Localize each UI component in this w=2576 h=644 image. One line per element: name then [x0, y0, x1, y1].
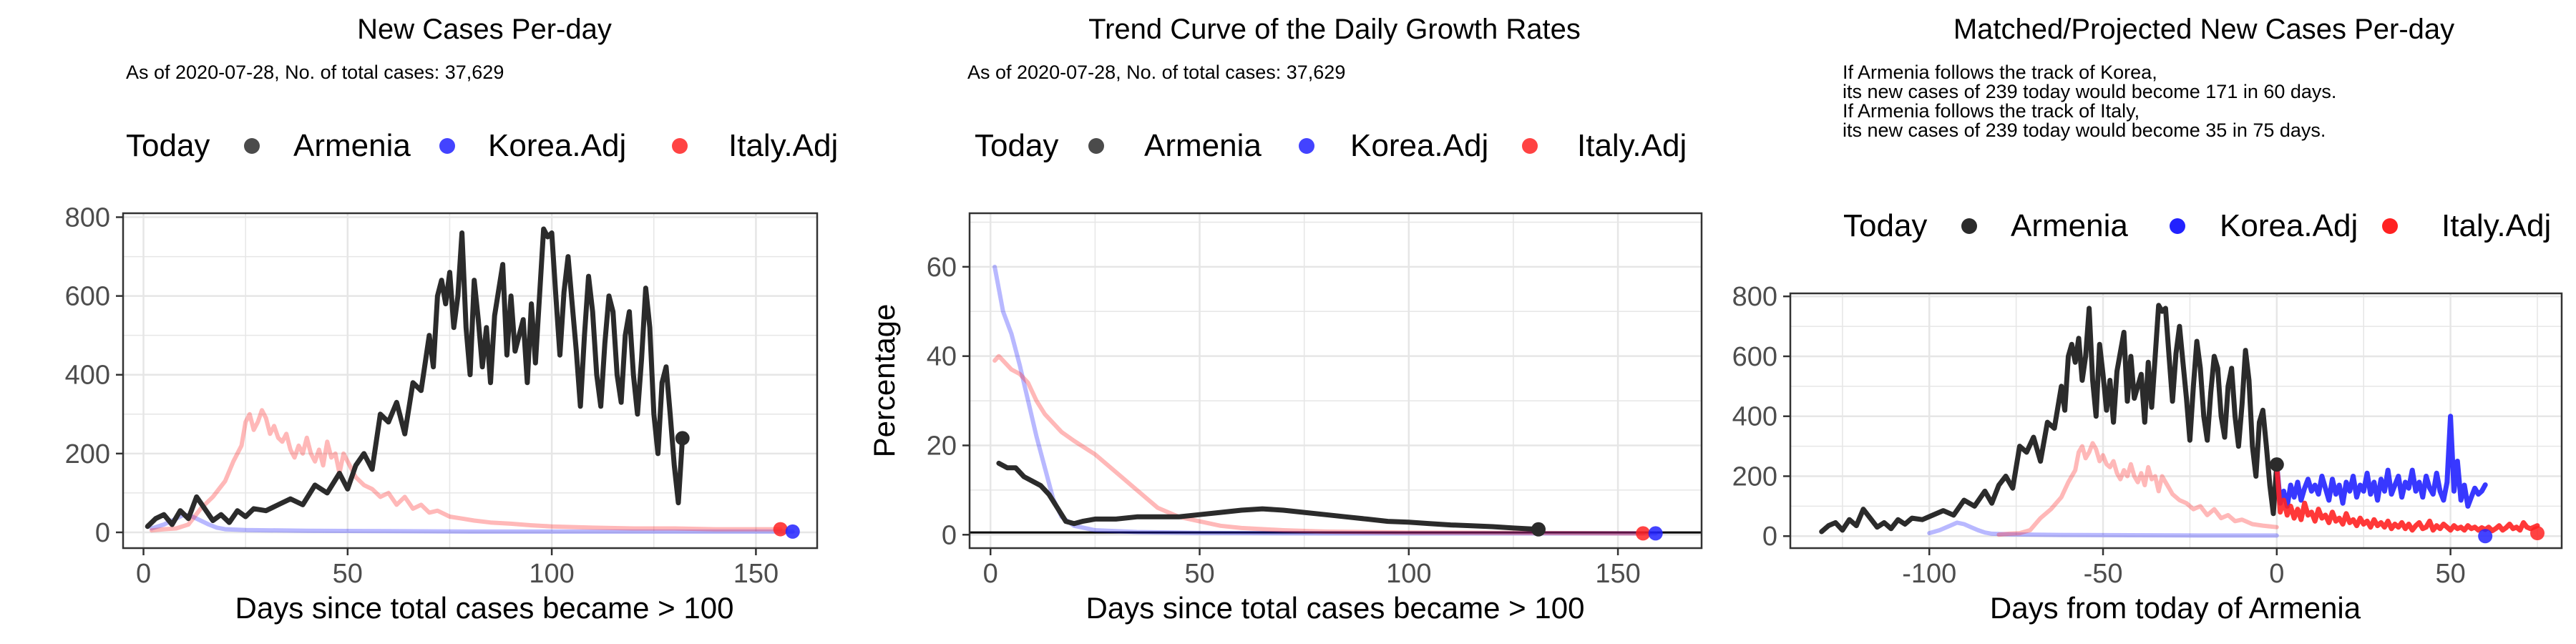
plot-area — [123, 213, 817, 548]
y-tick-label: 400 — [65, 361, 110, 391]
series-line-italy-adj-projection — [2274, 462, 2540, 534]
y-tick-label: 0 — [95, 518, 110, 548]
plot-border — [1789, 292, 2563, 550]
today-point-italy-adj — [773, 522, 788, 537]
legend-dot-italy-adj — [2382, 218, 2398, 234]
plot-area — [970, 213, 1702, 548]
today-point-korea-adj — [785, 524, 800, 539]
legend-title: Today — [1843, 208, 1927, 243]
chart-title: Matched/Projected New Cases Per-day — [1953, 14, 2454, 45]
today-point-italy-adj — [2530, 526, 2545, 541]
today-point-italy-adj — [1636, 526, 1651, 541]
x-tick-label: 50 — [333, 559, 363, 589]
chart-subtitle-line: As of 2020-07-28, No. of total cases: 37… — [967, 62, 1345, 83]
y-tick-label: 600 — [65, 282, 110, 312]
legend-dot-italy-adj — [1522, 138, 1538, 154]
y-tick-label: 60 — [927, 253, 957, 283]
chart-subtitle-line: its new cases of 239 today would become … — [1843, 119, 2326, 141]
x-tick-label: 100 — [529, 559, 574, 589]
legend-label-armenia: Armenia — [293, 128, 411, 163]
legend: Today Armenia Korea.Adj Italy.Adj — [975, 128, 1687, 163]
y-tick-label: 800 — [1732, 282, 1777, 312]
x-tick-label: 0 — [983, 559, 998, 589]
chart-subtitle-line: its new cases of 239 today would become … — [1843, 81, 2336, 102]
legend-dot-korea-adj — [1299, 138, 1314, 154]
chart-subtitle-line: As of 2020-07-28, No. of total cases: 37… — [126, 62, 504, 83]
chart-panel-2: Trend Curve of the Daily Growth Rates As … — [867, 14, 1703, 625]
plot-area — [1790, 293, 2562, 548]
legend-label-italy-adj: Italy.Adj — [1577, 128, 1687, 163]
legend-dot-italy-adj — [672, 138, 688, 154]
x-axis-label: Days since total cases became > 100 — [1086, 591, 1585, 625]
x-axis-label: Days from today of Armenia — [1990, 591, 2361, 625]
legend-title: Today — [975, 128, 1058, 163]
legend-title: Today — [126, 128, 210, 163]
x-tick-label: 0 — [2269, 559, 2284, 589]
chart-subtitle-line: If Armenia follows the track of Italy, — [1843, 100, 2140, 122]
series-line-italy-adj — [149, 408, 783, 533]
y-tick-label: 20 — [927, 431, 957, 461]
legend: Today Armenia Korea.Adj Italy.Adj — [1843, 208, 2551, 243]
plot-border — [122, 212, 819, 550]
today-point-armenia — [1531, 522, 1546, 537]
y-tick-label: 200 — [1732, 462, 1777, 492]
chart-subtitle-line: If Armenia follows the track of Korea, — [1843, 62, 2157, 83]
legend-label-italy-adj: Italy.Adj — [2441, 208, 2551, 243]
series-line-armenia — [1819, 303, 2280, 535]
legend-dot-armenia — [244, 138, 260, 154]
legend: Today Armenia Korea.Adj Italy.Adj — [126, 128, 838, 163]
legend-label-armenia: Armenia — [2011, 208, 2128, 243]
chart-title: Trend Curve of the Daily Growth Rates — [1088, 14, 1581, 45]
series-group — [145, 226, 795, 534]
legend-dot-korea-adj — [439, 138, 455, 154]
series-line-italy-adj — [1996, 441, 2279, 537]
series-group — [1819, 303, 2540, 538]
x-tick-label: 150 — [733, 559, 779, 589]
chart-title: New Cases Per-day — [357, 14, 612, 45]
x-tick-label: -100 — [1902, 559, 1956, 589]
y-tick-label: 400 — [1732, 402, 1777, 432]
today-point-armenia — [675, 431, 690, 446]
series-line-korea-adj — [1927, 520, 2279, 538]
y-tick-label: 0 — [1762, 522, 1777, 552]
legend-dot-armenia — [1961, 218, 1977, 234]
x-axis-label: Days since total cases became > 100 — [235, 591, 734, 625]
y-tick-label: 600 — [1732, 342, 1777, 372]
legend-dot-armenia — [1088, 138, 1104, 154]
chart-panel-1: New Cases Per-day As of 2020-07-28, No. o… — [65, 14, 839, 625]
chart-panel-3: Matched/Projected New Cases Per-day If Ar… — [1732, 14, 2563, 625]
y-tick-label: 40 — [927, 342, 957, 372]
y-tick-label: 200 — [65, 439, 110, 469]
legend-label-korea-adj: Korea.Adj — [1350, 128, 1488, 163]
x-tick-label: 50 — [2435, 559, 2465, 589]
plot-border — [968, 212, 1703, 550]
today-point-korea-adj — [2478, 529, 2493, 544]
series-group — [992, 264, 1658, 536]
legend-dot-korea-adj — [2170, 218, 2185, 234]
today-point-armenia — [2269, 457, 2284, 472]
today-point-korea-adj — [1648, 526, 1663, 541]
legend-label-korea-adj: Korea.Adj — [2220, 208, 2358, 243]
x-tick-label: 100 — [1386, 559, 1431, 589]
legend-label-italy-adj: Italy.Adj — [728, 128, 838, 163]
series-line-armenia — [996, 460, 1541, 532]
grid — [970, 213, 1702, 548]
legend-label-armenia: Armenia — [1144, 128, 1262, 163]
legend-label-korea-adj: Korea.Adj — [488, 128, 626, 163]
x-tick-label: 150 — [1595, 559, 1640, 589]
series-line-armenia — [145, 226, 686, 530]
x-tick-label: 0 — [136, 559, 151, 589]
y-tick-label: 0 — [942, 520, 957, 550]
series-line-korea-adj-projection — [2274, 414, 2488, 509]
y-tick-label: 800 — [65, 203, 110, 233]
x-tick-label: -50 — [2084, 559, 2123, 589]
y-axis-label: Percentage — [867, 304, 901, 458]
series-line-italy-adj — [992, 353, 1646, 536]
x-tick-label: 50 — [1184, 559, 1214, 589]
